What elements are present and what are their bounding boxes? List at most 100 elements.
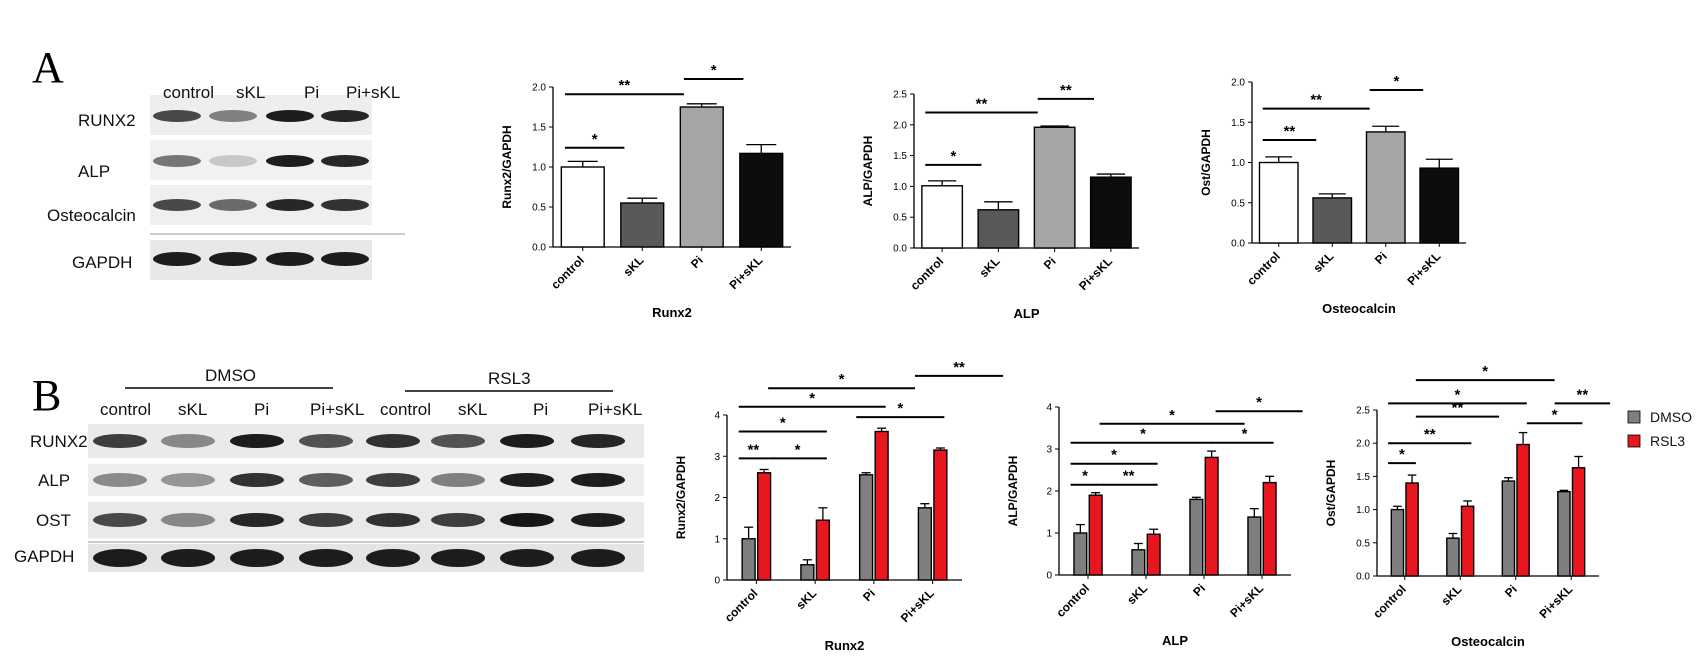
bar-rsl3 (1516, 443, 1530, 577)
legend-label-dmso: DMSO (1650, 409, 1692, 425)
significance-label: * (1140, 426, 1146, 443)
y-tick-label: 0.0 (532, 243, 546, 254)
blot-band (500, 549, 554, 567)
legend: DMSO RSL3 (1627, 409, 1692, 449)
blot-b-lane-4: Pi+sKL (310, 400, 364, 419)
bar-dmso (1247, 516, 1262, 576)
legend-label-rsl3: RSL3 (1650, 433, 1685, 449)
blot-band (366, 434, 420, 448)
x-tick-label: sKL (620, 253, 646, 279)
bar-dmso (741, 538, 756, 581)
significance-label: * (897, 400, 903, 417)
y-tick-label: 4 (714, 411, 720, 422)
bar (921, 185, 964, 249)
bar-rsl3 (874, 430, 889, 581)
blot-band (299, 513, 353, 527)
blot-band (230, 513, 284, 527)
y-tick-label: 1.0 (893, 182, 907, 193)
bar-rsl3 (1088, 494, 1103, 576)
blot-band (209, 252, 257, 266)
blot-band (431, 434, 485, 448)
x-axis-title: Osteocalcin (1451, 634, 1525, 649)
bar (977, 209, 1020, 249)
y-tick-label: 2.0 (1356, 439, 1370, 450)
blot-band (299, 473, 353, 487)
y-tick-label: 1 (714, 534, 720, 545)
bar-dmso (1446, 537, 1460, 577)
blot-a-row-gapdh: GAPDH (72, 253, 132, 272)
bar-dmso (1189, 498, 1204, 576)
significance-label: * (839, 371, 845, 388)
blot-band (209, 155, 257, 167)
blot-band (161, 513, 215, 527)
x-axis-title: Runx2 (825, 638, 865, 653)
blot-band (500, 473, 554, 487)
x-tick-label: Pi+sKL (1227, 581, 1266, 620)
significance-label: ** (619, 77, 631, 94)
x-tick-label: Pi (1041, 254, 1059, 272)
y-tick-label: 0 (1046, 571, 1052, 582)
y-tick-label: 0.0 (1231, 239, 1245, 250)
blot-band (93, 473, 147, 487)
significance-label: * (1242, 426, 1248, 443)
significance-label: * (1111, 447, 1117, 464)
x-tick-label: control (1244, 249, 1283, 288)
significance-label: * (592, 131, 598, 148)
significance-label: * (795, 441, 801, 458)
bar-rsl3 (1405, 482, 1419, 577)
x-tick-label: Pi+sKL (1404, 249, 1443, 288)
y-tick-label: 1.5 (1231, 118, 1245, 129)
significance-label: * (1082, 468, 1088, 485)
bar (1312, 197, 1353, 244)
x-tick-label: Pi+sKL (1076, 254, 1115, 293)
blot-band (299, 549, 353, 567)
significance-label: ** (1284, 123, 1296, 140)
significance-label: * (1169, 407, 1175, 424)
blot-b-lane-3: Pi (254, 400, 269, 419)
x-tick-label: sKL (977, 254, 1003, 280)
significance-label: ** (1424, 426, 1436, 443)
y-tick-label: 1.0 (1231, 158, 1245, 169)
bar (679, 106, 724, 248)
y-tick-label: 2 (714, 493, 720, 504)
bar-dmso (1131, 549, 1146, 576)
blot-band (93, 549, 147, 567)
significance-label: * (1394, 73, 1400, 90)
blot-band (266, 110, 314, 122)
panel-label-b: B (32, 371, 61, 420)
blot-band (366, 549, 420, 567)
bar (620, 202, 665, 248)
bar (1419, 167, 1460, 244)
y-tick-label: 0.5 (532, 203, 546, 214)
y-tick-label: 0.5 (1231, 198, 1245, 209)
significance-label: ** (976, 95, 988, 112)
bar-rsl3 (933, 449, 948, 581)
blot-band (153, 252, 201, 266)
blot-a-row-alp: ALP (78, 162, 110, 181)
significance-label: * (1482, 363, 1488, 380)
x-tick-label: control (908, 254, 947, 293)
legend-swatch-rsl3 (1627, 434, 1641, 448)
blot-band (321, 199, 369, 211)
y-tick-label: 1.5 (532, 123, 546, 134)
blot-band (230, 549, 284, 567)
y-tick-label: 2.5 (1356, 406, 1370, 417)
blot-a-row-runx2: RUNX2 (78, 111, 136, 130)
significance-label: * (711, 62, 717, 79)
blot-b-row-gapdh: GAPDH (14, 547, 74, 566)
bar (739, 152, 784, 248)
x-tick-label: Pi (1502, 582, 1520, 600)
significance-label: * (1256, 394, 1262, 411)
blot-b-lane-2: sKL (178, 400, 207, 419)
y-tick-label: 0.5 (893, 213, 907, 224)
x-tick-label: control (1370, 582, 1409, 621)
blot-band (321, 155, 369, 167)
y-tick-label: 0.0 (1356, 572, 1370, 583)
significance-label: ** (1060, 82, 1072, 99)
blot-a-lane-control: control (163, 83, 214, 102)
blot-band (161, 549, 215, 567)
blot-band (571, 434, 625, 448)
blot-band (366, 473, 420, 487)
